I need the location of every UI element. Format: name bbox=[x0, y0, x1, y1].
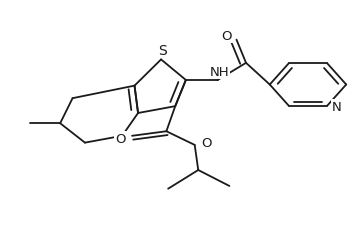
Text: O: O bbox=[221, 29, 232, 42]
Text: N: N bbox=[332, 101, 342, 114]
Text: NH: NH bbox=[210, 65, 229, 79]
Text: O: O bbox=[115, 132, 126, 145]
Text: O: O bbox=[201, 136, 211, 149]
Text: S: S bbox=[159, 44, 167, 58]
